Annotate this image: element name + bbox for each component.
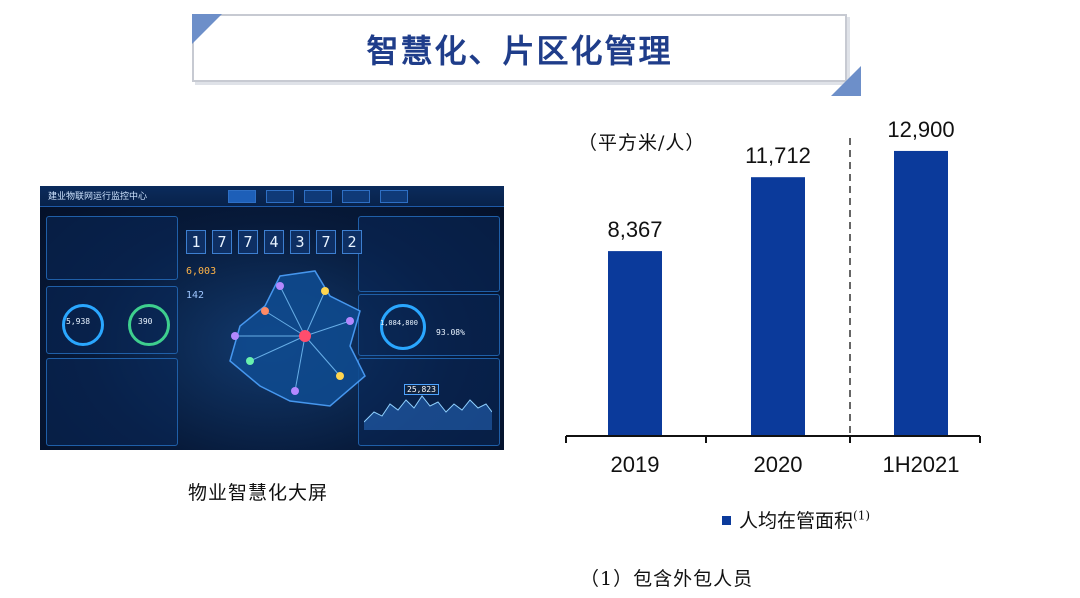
dashboard-ring-chart [62,304,104,346]
dashboard-ring-value: 5,938 [66,317,91,326]
dashboard-stat: 142 [186,290,205,301]
data-label: 11,712 [745,143,811,168]
legend-swatch [722,515,731,525]
dashboard-tab [380,190,408,203]
dashboard-panel [358,216,500,292]
banner-corner-decoration [192,14,222,44]
legend-footnote-marker: (1) [853,508,871,523]
dashboard-ring-chart [128,304,170,346]
dashboard-tab [228,190,256,203]
dashboard-counter-digit: 1 [186,230,206,254]
bar-2019 [608,251,662,436]
legend-label: 人均在管面积 [739,510,854,532]
dashboard-area-chart [364,395,492,430]
bar-1H2021 [894,150,948,436]
x-tick-label: 2019 [611,452,660,477]
dashboard-map [229,270,366,407]
dashboard-ring-chart [380,304,426,350]
chart-legend: 人均在管面积(1) [722,506,870,533]
dashboard-ring-value: 1,084,800 [380,319,418,327]
title-banner: 智慧化、片区化管理 [192,14,861,96]
banner-corner-decoration [831,66,861,96]
dashboard-panel [46,216,178,280]
data-label: 12,900 [887,120,954,142]
dashboard-ring-value: 390 [138,317,153,326]
bar-2020 [751,177,805,436]
dashboard-stat: 6,003 [186,266,217,277]
page-title: 智慧化、片区化管理 [366,32,673,70]
dashboard-brand: 建业物联网运行监控中心 [48,192,148,202]
dashboard-counter-digit: 7 [316,230,336,254]
dashboard-caption: 物业智慧化大屏 [188,482,329,504]
dashboard-counter-digit: 7 [212,230,232,254]
dashboard-panel [358,358,500,446]
dashboard-ring-value: 93.08% [436,328,465,337]
dashboard-tab [304,190,332,203]
dashboard-counter-digit: 2 [342,230,362,254]
chart-unit-label: （平方米/人） [578,132,706,154]
bar-chart: 8,367 2019 11,712 2020 12,900 1H2021 [565,120,981,477]
data-label: 8,367 [607,217,662,242]
dashboard-counter-digit: 7 [238,230,258,254]
dashboard-topbar: 建业物联网运行监控中心 [40,186,504,207]
dashboard-panel [46,358,178,446]
dashboard-tooltip: 25,823 [404,384,439,395]
dashboard-counter-digit: 3 [290,230,310,254]
footnote: （1）包含外包人员 [580,568,754,590]
dashboard-tab [342,190,370,203]
x-tick-label: 2020 [754,452,803,477]
dashboard-counter-digit: 4 [264,230,284,254]
dashboard-panel [358,294,500,356]
x-tick-label: 1H2021 [882,452,959,477]
dashboard-tab [266,190,294,203]
